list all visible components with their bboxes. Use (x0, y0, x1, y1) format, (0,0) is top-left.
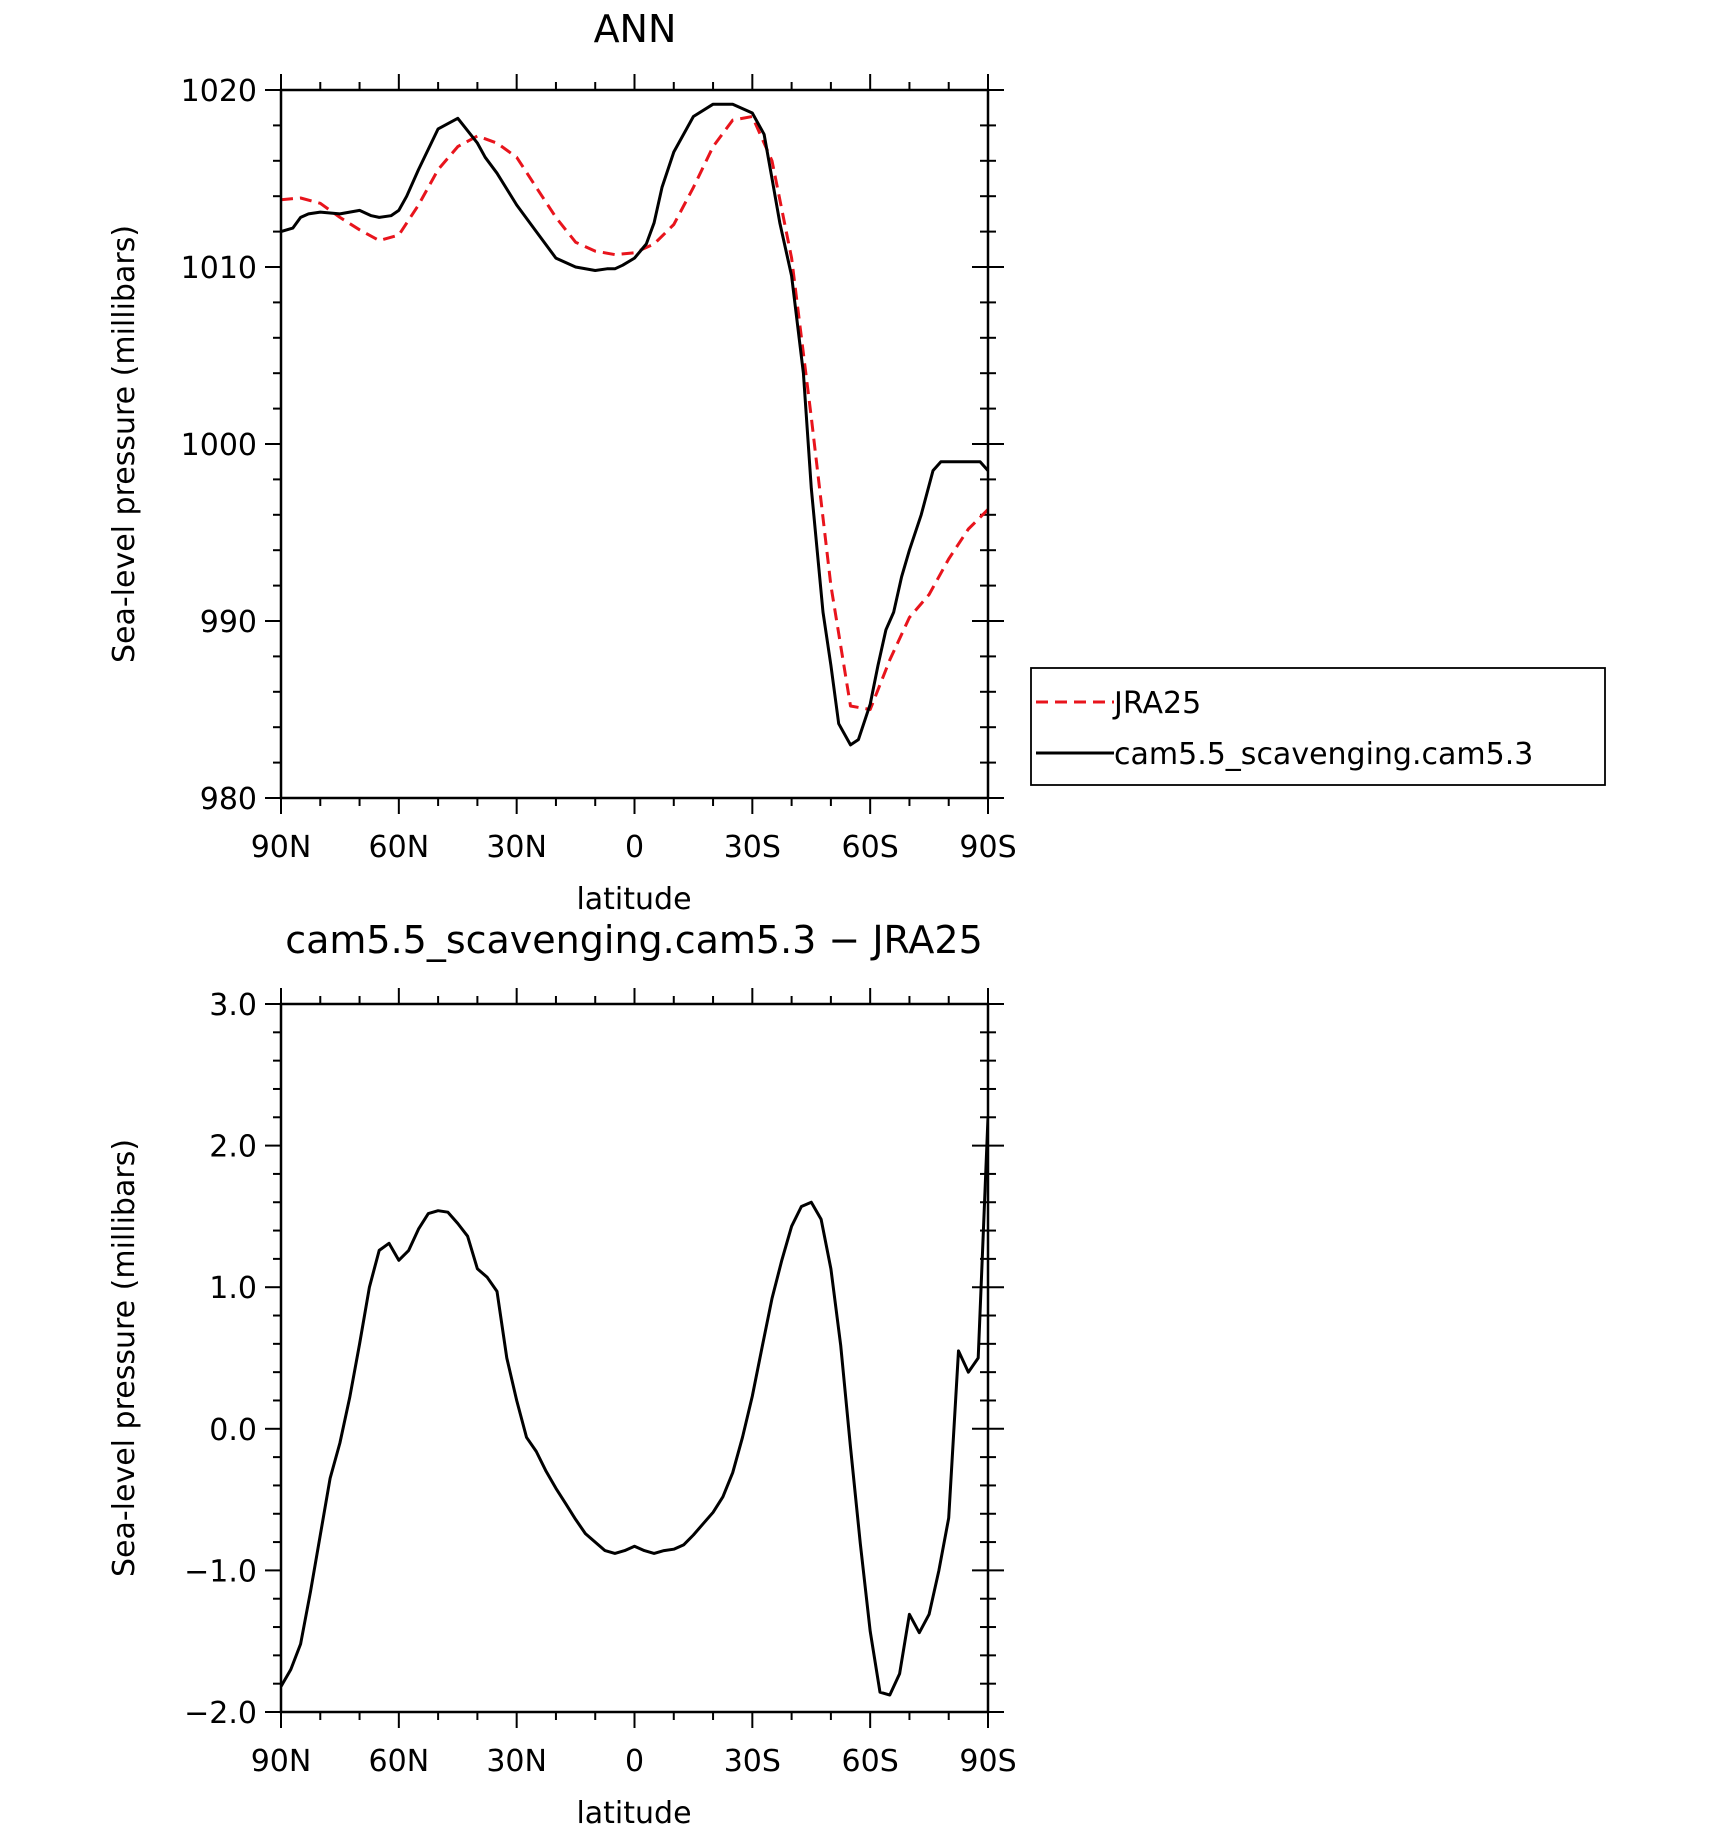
top-series-line-jra25 (281, 115, 988, 711)
top-x-tick-label: 30S (724, 830, 781, 865)
top-y-tick-label: 1000 (181, 428, 257, 463)
bottom-x-tick-label: 60N (369, 1744, 430, 1779)
legend-jra25-label: JRA25 (1112, 686, 1201, 721)
top-legend: JRA25 cam5.5_scavenging.cam5.3 (1030, 667, 1606, 786)
bottom-y-tick-label: −2.0 (184, 1696, 257, 1731)
bottom-series-line-difference (281, 1117, 988, 1697)
bottom-x-tick-label: 90S (959, 1744, 1016, 1779)
top-x-tick-label: 60S (842, 830, 899, 865)
bottom-x-axis-label: latitude (576, 1796, 691, 1827)
top-y-tick-label: 1010 (181, 251, 257, 286)
bottom-plot-area: −2.0 −1.0 0.0 1.0 2.0 3.0 90N 60N 30N 0 30S 60S 90S (184, 988, 1017, 1779)
top-y-axis-label: Sea-level pressure (millibars) (107, 225, 142, 663)
bottom-x-tick-label: 60S (842, 1744, 899, 1779)
top-plot-area: 980 990 1000 1010 1020 90N 60N 30N 0 30S 60S 90S (181, 74, 1017, 865)
legend-cam-label: cam5.5_scavenging.cam5.3 (1114, 737, 1533, 772)
bottom-y-tick-label: 0.0 (209, 1413, 257, 1448)
top-panel: ANN 980 990 1000 1010 1020 90N 60N 30N 0 30S 60S 90… (107, 7, 1606, 917)
bottom-y-tick-label: −1.0 (184, 1554, 257, 1589)
legend-box (1030, 667, 1606, 786)
top-x-tick-label: 90N (251, 830, 312, 865)
bottom-x-tick-label: 0 (625, 1744, 644, 1779)
top-series-line-cam5-5-scavenging-cam5-3 (281, 102, 988, 747)
bottom-y-tick-label: 3.0 (209, 988, 257, 1023)
top-x-axis-label: latitude (576, 882, 691, 917)
top-x-tick-label: 90S (959, 830, 1016, 865)
top-y-tick-label: 1020 (181, 74, 257, 109)
bottom-plot-frame (279, 1002, 990, 1714)
top-y-tick-label: 980 (200, 782, 257, 817)
top-chart-title: ANN (594, 7, 677, 51)
bottom-x-tick-label: 30S (724, 1744, 781, 1779)
top-x-tick-label: 60N (369, 830, 430, 865)
top-x-tick-label: 30N (486, 830, 547, 865)
bottom-y-tick-label: 2.0 (209, 1130, 257, 1165)
bottom-chart-title: cam5.5_scavenging.cam5.3 − JRA25 (285, 918, 983, 962)
bottom-y-axis-label: Sea-level pressure (millibars) (107, 1139, 142, 1577)
top-plot-frame (279, 88, 990, 800)
top-x-tick-label: 0 (625, 830, 644, 865)
bottom-x-tick-label: 30N (486, 1744, 547, 1779)
bottom-y-tick-label: 1.0 (209, 1271, 257, 1306)
bottom-panel: cam5.5_scavenging.cam5.3 − JRA25 −2.0 −1.… (107, 918, 1017, 1827)
top-y-tick-label: 990 (200, 605, 257, 640)
bottom-x-tick-label: 90N (251, 1744, 312, 1779)
